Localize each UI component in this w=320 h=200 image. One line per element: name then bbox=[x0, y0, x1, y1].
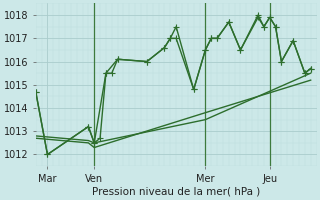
X-axis label: Pression niveau de la mer( hPa ): Pression niveau de la mer( hPa ) bbox=[92, 187, 260, 197]
